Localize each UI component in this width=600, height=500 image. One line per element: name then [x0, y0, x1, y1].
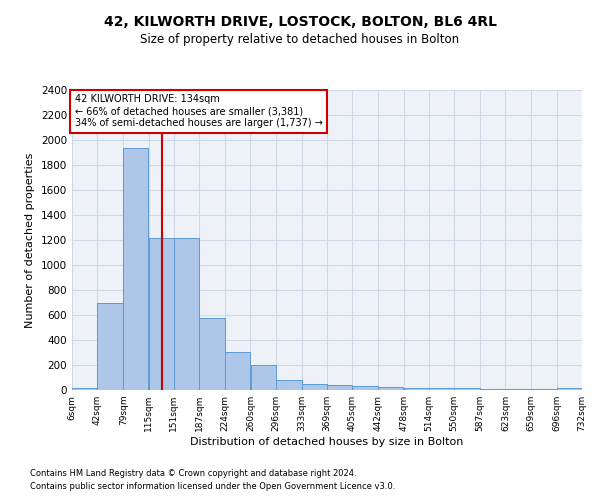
- Y-axis label: Number of detached properties: Number of detached properties: [25, 152, 35, 328]
- Bar: [327, 385, 352, 390]
- Bar: [149, 238, 173, 390]
- Text: Size of property relative to detached houses in Bolton: Size of property relative to detached ho…: [140, 32, 460, 46]
- Text: Contains public sector information licensed under the Open Government Licence v3: Contains public sector information licen…: [30, 482, 395, 491]
- Bar: [97, 302, 123, 390]
- Bar: [302, 384, 327, 390]
- Text: 42 KILWORTH DRIVE: 134sqm
← 66% of detached houses are smaller (3,381)
34% of se: 42 KILWORTH DRIVE: 134sqm ← 66% of detac…: [74, 94, 322, 128]
- Bar: [557, 388, 582, 390]
- Bar: [72, 388, 97, 390]
- Bar: [352, 386, 378, 390]
- Text: Contains HM Land Registry data © Crown copyright and database right 2024.: Contains HM Land Registry data © Crown c…: [30, 468, 356, 477]
- Bar: [429, 388, 454, 390]
- Bar: [454, 388, 480, 390]
- Text: 42, KILWORTH DRIVE, LOSTOCK, BOLTON, BL6 4RL: 42, KILWORTH DRIVE, LOSTOCK, BOLTON, BL6…: [104, 15, 497, 29]
- Bar: [251, 365, 275, 390]
- Bar: [226, 352, 250, 390]
- X-axis label: Distribution of detached houses by size in Bolton: Distribution of detached houses by size …: [190, 437, 464, 447]
- Bar: [379, 387, 403, 390]
- Bar: [124, 148, 148, 390]
- Bar: [276, 380, 302, 390]
- Bar: [174, 238, 199, 390]
- Bar: [481, 389, 505, 390]
- Bar: [404, 388, 428, 390]
- Bar: [199, 318, 225, 390]
